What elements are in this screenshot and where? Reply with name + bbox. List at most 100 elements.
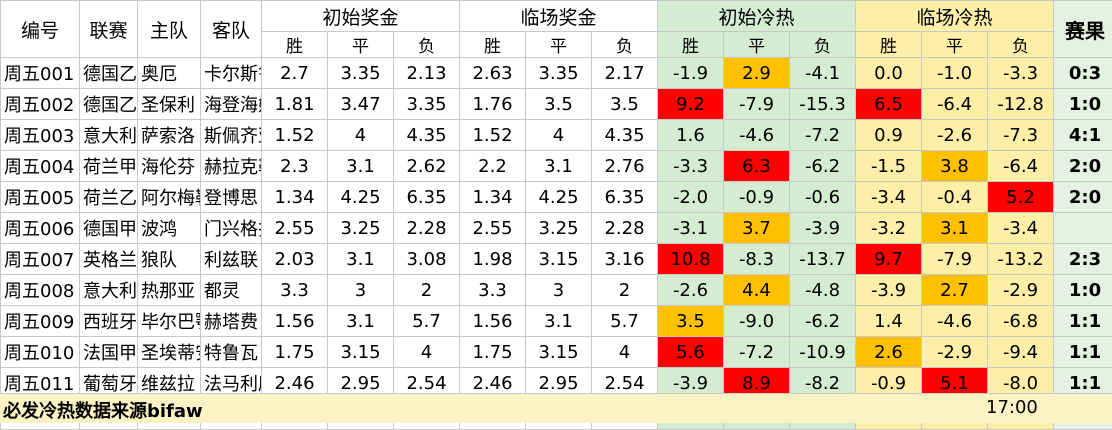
match-id-cell: 周五008 [1, 275, 80, 306]
subheader-draw: 平 [922, 32, 988, 58]
match-id-cell: 周五002 [1, 89, 80, 120]
initial-prize-cell: 4.35 [394, 120, 460, 151]
live-prize-cell: 4 [526, 120, 592, 151]
initial-heat-cell: 3.5 [658, 306, 724, 337]
initial-heat-cell: -7.2 [790, 120, 856, 151]
league-cell: 荷兰乙组 [80, 182, 138, 213]
live-heat-cell: 3.8 [922, 151, 988, 182]
live-heat-cell: -3.3 [988, 58, 1054, 89]
result-cell: 2:0 [1054, 151, 1112, 182]
result-cell [1054, 213, 1112, 244]
header-live-prize: 临场奖金 [460, 1, 658, 32]
home-team-cell: 狼队 [138, 244, 201, 275]
away-team-cell: 登博思 [201, 182, 262, 213]
initial-heat-cell: 1.6 [658, 120, 724, 151]
live-heat-cell: -6.8 [988, 306, 1054, 337]
initial-prize-cell: 2.28 [394, 213, 460, 244]
initial-heat-cell: -7.2 [724, 337, 790, 368]
initial-prize-cell: 3.08 [394, 244, 460, 275]
initial-heat-cell: -2.0 [658, 182, 724, 213]
initial-heat-cell: 6.3 [724, 151, 790, 182]
live-prize-cell: 1.76 [460, 89, 526, 120]
subheader-win: 胜 [856, 32, 922, 58]
initial-heat-cell: -15.3 [790, 89, 856, 120]
subheader-draw: 平 [328, 32, 394, 58]
initial-heat-cell: -1.9 [658, 58, 724, 89]
initial-prize-cell: 3.35 [394, 89, 460, 120]
home-team-cell: 奥厄 [138, 58, 201, 89]
live-prize-cell: 3.5 [592, 89, 658, 120]
initial-prize-cell: 4.25 [328, 182, 394, 213]
league-cell: 荷兰甲组 [80, 151, 138, 182]
live-heat-cell: -0.4 [922, 182, 988, 213]
live-prize-cell: 3.5 [526, 89, 592, 120]
live-heat-cell: 1.4 [856, 306, 922, 337]
header-row-1: 编号 联赛 主队 客队 初始奖金 临场奖金 初始冷热 临场冷热 赛果 [1, 1, 1112, 32]
initial-heat-cell: 2.9 [724, 58, 790, 89]
match-id-cell: 周五007 [1, 244, 80, 275]
home-team-cell: 热那亚 [138, 275, 201, 306]
live-heat-cell: -6.4 [988, 151, 1054, 182]
live-heat-cell: -7.9 [922, 244, 988, 275]
live-prize-cell: 3.1 [526, 306, 592, 337]
result-cell: 2:3 [1054, 244, 1112, 275]
initial-prize-cell: 6.35 [394, 182, 460, 213]
initial-prize-cell: 3.3 [262, 275, 328, 306]
league-cell: 英格兰甲 [80, 244, 138, 275]
initial-heat-cell: -4.8 [790, 275, 856, 306]
live-prize-cell: 4.25 [526, 182, 592, 213]
initial-heat-cell: -4.6 [724, 120, 790, 151]
live-prize-cell: 1.56 [460, 306, 526, 337]
live-prize-cell: 1.98 [460, 244, 526, 275]
table-row: 周五009西班牙甲毕尔巴鄂赫塔费1.563.15.71.563.15.73.5-… [1, 306, 1112, 337]
table-row: 周五006德国甲组波鸿门兴格拉2.553.252.282.553.252.28-… [1, 213, 1112, 244]
result-cell: 1:1 [1054, 337, 1112, 368]
initial-prize-cell: 3.1 [328, 151, 394, 182]
live-heat-cell: -7.3 [988, 120, 1054, 151]
live-prize-cell: 2 [592, 275, 658, 306]
initial-prize-cell: 2.7 [262, 58, 328, 89]
header-away: 客队 [201, 1, 262, 58]
away-team-cell: 都灵 [201, 275, 262, 306]
away-team-cell: 海登海姆 [201, 89, 262, 120]
initial-prize-cell: 3.47 [328, 89, 394, 120]
initial-heat-cell: -0.9 [724, 182, 790, 213]
live-heat-cell: -12.8 [988, 89, 1054, 120]
live-heat-cell: 3.1 [922, 213, 988, 244]
live-heat-cell: 2.6 [856, 337, 922, 368]
initial-heat-cell: -7.9 [724, 89, 790, 120]
table-row: 周五004荷兰甲组海伦芬赫拉克勒2.33.12.622.23.12.76-3.3… [1, 151, 1112, 182]
initial-heat-cell: -0.6 [790, 182, 856, 213]
live-heat-cell: -3.9 [856, 275, 922, 306]
initial-heat-cell: 10.8 [658, 244, 724, 275]
subheader-loss: 负 [988, 32, 1054, 58]
initial-prize-cell: 3.1 [328, 244, 394, 275]
initial-heat-cell: -9.0 [724, 306, 790, 337]
initial-prize-cell: 3.1 [328, 306, 394, 337]
initial-prize-cell: 2.62 [394, 151, 460, 182]
live-heat-cell: 5.2 [988, 182, 1054, 213]
live-prize-cell: 2.55 [460, 213, 526, 244]
home-team-cell: 萨索洛 [138, 120, 201, 151]
subheader-win: 胜 [658, 32, 724, 58]
initial-prize-cell: 2 [394, 275, 460, 306]
live-heat-cell: -2.9 [922, 337, 988, 368]
initial-prize-cell: 1.56 [262, 306, 328, 337]
result-cell: 1:0 [1054, 275, 1112, 306]
live-prize-cell: 2.2 [460, 151, 526, 182]
live-prize-cell: 3.15 [526, 244, 592, 275]
footer-time: 17:00 [986, 397, 1038, 418]
initial-heat-cell: -13.7 [790, 244, 856, 275]
live-prize-cell: 3.35 [526, 58, 592, 89]
league-cell: 意大利乙 [80, 120, 138, 151]
table-row: 周五007英格兰甲狼队利兹联2.033.13.081.983.153.1610.… [1, 244, 1112, 275]
live-heat-cell: 0.9 [856, 120, 922, 151]
header-live-heat: 临场冷热 [856, 1, 1054, 32]
header-initial-heat: 初始冷热 [658, 1, 856, 32]
subheader-win: 胜 [262, 32, 328, 58]
initial-heat-cell: -3.1 [658, 213, 724, 244]
live-prize-cell: 4 [592, 337, 658, 368]
home-team-cell: 圣保利 [138, 89, 201, 120]
live-prize-cell: 4.35 [592, 120, 658, 151]
home-team-cell: 波鸿 [138, 213, 201, 244]
